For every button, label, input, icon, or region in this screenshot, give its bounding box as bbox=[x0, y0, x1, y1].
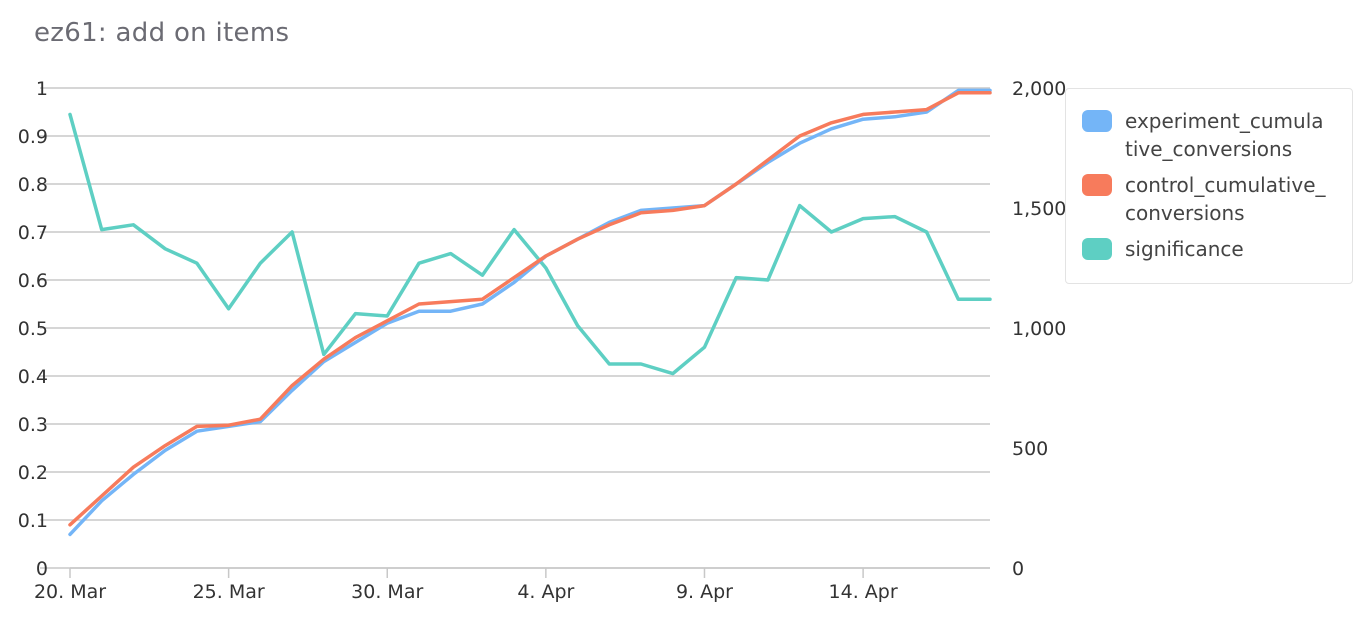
legend-item-experiment[interactable]: experiment_cumulative_conversions bbox=[1082, 107, 1338, 163]
left-axis-ticks: 0 0.1 0.2 0.3 0.4 0.5 0.6 0.7 0.8 0.9 1 bbox=[18, 78, 48, 580]
legend: experiment_cumulative_conversions contro… bbox=[1065, 88, 1353, 284]
x-tick-label: 14. Apr bbox=[829, 581, 898, 603]
left-tick-label: 0.2 bbox=[18, 462, 48, 484]
right-tick-label: 1,000 bbox=[1012, 318, 1066, 340]
series-line-control-cumulative-conversions[interactable] bbox=[68, 91, 992, 527]
right-tick-label: 500 bbox=[1012, 438, 1048, 460]
left-tick-label: 0.1 bbox=[18, 510, 48, 532]
chart-title: ez61: add on items bbox=[34, 18, 290, 48]
right-axis-ticks: 0 500 1,000 1,500 2,000 bbox=[1012, 78, 1066, 580]
left-tick-label: 0.5 bbox=[18, 318, 48, 340]
legend-item-control[interactable]: control_cumulative_conversions bbox=[1082, 171, 1338, 227]
left-tick-label: 0.4 bbox=[18, 366, 48, 388]
left-tick-label: 0 bbox=[36, 558, 48, 580]
legend-label-control: control_cumulative_conversions bbox=[1125, 173, 1326, 225]
left-tick-label: 0.8 bbox=[18, 174, 48, 196]
series-line-significance[interactable] bbox=[68, 112, 992, 376]
legend-swatch-significance bbox=[1082, 238, 1112, 260]
right-tick-label: 2,000 bbox=[1012, 78, 1066, 100]
x-axis-ticks: 20. Mar 25. Mar 30. Mar 4. Apr 9. Apr 14. Apr bbox=[34, 567, 990, 603]
legend-label-experiment: experiment_cumulative_conversions bbox=[1125, 109, 1324, 161]
x-tick-label: 9. Apr bbox=[676, 581, 733, 603]
legend-label-significance: significance bbox=[1125, 237, 1244, 261]
legend-swatch-control bbox=[1082, 174, 1112, 196]
right-tick-label: 1,500 bbox=[1012, 198, 1066, 220]
x-tick-label: 30. Mar bbox=[351, 581, 423, 603]
series-line-experiment-cumulative-conversions[interactable] bbox=[68, 88, 992, 537]
series-lines bbox=[68, 88, 992, 537]
legend-swatch-experiment bbox=[1082, 110, 1112, 132]
left-tick-label: 0.6 bbox=[18, 270, 48, 292]
right-tick-label: 0 bbox=[1012, 558, 1024, 580]
x-tick-label: 25. Mar bbox=[193, 581, 265, 603]
x-tick-label: 20. Mar bbox=[34, 581, 106, 603]
left-tick-label: 0.3 bbox=[18, 414, 48, 436]
left-tick-label: 1 bbox=[36, 78, 48, 100]
legend-item-significance[interactable]: significance bbox=[1082, 235, 1338, 263]
gridlines bbox=[40, 87, 990, 569]
x-tick-label: 4. Apr bbox=[517, 581, 574, 603]
left-tick-label: 0.7 bbox=[18, 222, 48, 244]
left-tick-label: 0.9 bbox=[18, 126, 48, 148]
